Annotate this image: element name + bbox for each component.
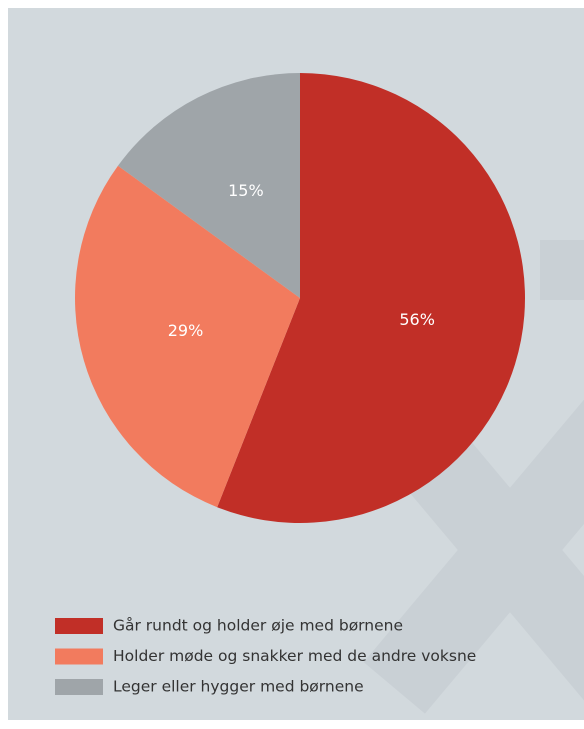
- slice-label: 56%: [399, 310, 435, 329]
- pie-slice: [217, 73, 525, 523]
- pie-slice: [74, 165, 300, 508]
- legend-label: Leger eller hygger med børnene: [113, 678, 364, 696]
- legend-swatch: [55, 679, 103, 695]
- legend-label: Går rundt og holder øje med børnene: [113, 617, 403, 635]
- slice-label: 29%: [168, 321, 204, 340]
- pie-slice: [117, 72, 300, 298]
- slice-label: 15%: [228, 181, 264, 200]
- legend-label: Holder møde og snakker med de andre voks…: [113, 647, 476, 665]
- legend-swatch: [55, 648, 103, 665]
- legend-swatch: [55, 618, 103, 634]
